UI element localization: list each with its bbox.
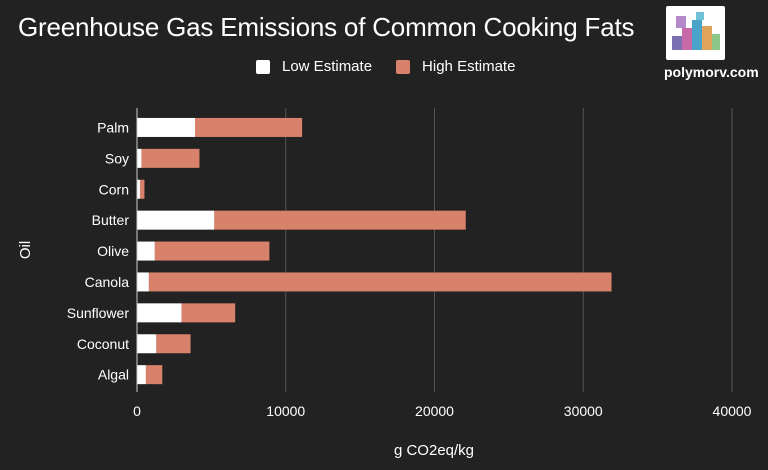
bar-high-estimate xyxy=(145,365,163,385)
bar-low-estimate xyxy=(137,148,142,168)
x-tick-label: 30000 xyxy=(564,403,603,419)
bar-high-estimate xyxy=(156,334,191,354)
y-category-label: Soy xyxy=(105,150,129,166)
legend-item-high: High Estimate xyxy=(396,58,515,75)
bar-high-estimate xyxy=(154,241,270,261)
bar-low-estimate xyxy=(137,117,196,137)
bar-high-estimate xyxy=(141,148,200,168)
y-category-label: Sunflower xyxy=(67,305,130,321)
x-tick-label: 20000 xyxy=(415,403,454,419)
legend-label-high: High Estimate xyxy=(422,58,516,75)
legend-item-low: Low Estimate xyxy=(256,58,372,75)
bar-low-estimate xyxy=(137,334,157,354)
legend-swatch-high xyxy=(396,59,411,74)
y-category-label: Palm xyxy=(97,119,129,135)
x-tick-label: 10000 xyxy=(266,403,305,419)
brand-text: polymorv.com xyxy=(664,64,759,80)
bar-high-estimate xyxy=(139,179,145,199)
y-category-label: Algal xyxy=(98,367,129,383)
x-tick-label: 40000 xyxy=(713,403,752,419)
bar-low-estimate xyxy=(137,303,182,323)
legend-swatch-low xyxy=(256,59,270,74)
bar-high-estimate xyxy=(181,303,236,323)
chart-legend: Low Estimate High Estimate xyxy=(256,58,539,75)
bar-low-estimate xyxy=(137,365,146,385)
bar-high-estimate xyxy=(148,272,612,292)
bar-low-estimate xyxy=(137,272,149,292)
bar-high-estimate xyxy=(195,117,303,137)
y-axis-title: Oil xyxy=(17,241,34,259)
x-tick-label: 0 xyxy=(133,403,141,419)
brand-logo xyxy=(666,6,725,60)
x-axis-title: g CO2eq/kg xyxy=(394,442,474,459)
chart-title: Greenhouse Gas Emissions of Common Cooki… xyxy=(18,12,635,42)
y-category-label: Olive xyxy=(97,243,129,259)
bar-low-estimate xyxy=(137,210,215,230)
bar-high-estimate xyxy=(214,210,466,230)
y-category-label: Coconut xyxy=(77,336,129,352)
y-category-label: Butter xyxy=(92,212,130,228)
y-category-label: Corn xyxy=(99,181,129,197)
bar-low-estimate xyxy=(137,179,140,199)
y-category-label: Canola xyxy=(85,274,130,290)
bar-low-estimate xyxy=(137,241,155,261)
legend-label-low: Low Estimate xyxy=(282,58,373,75)
